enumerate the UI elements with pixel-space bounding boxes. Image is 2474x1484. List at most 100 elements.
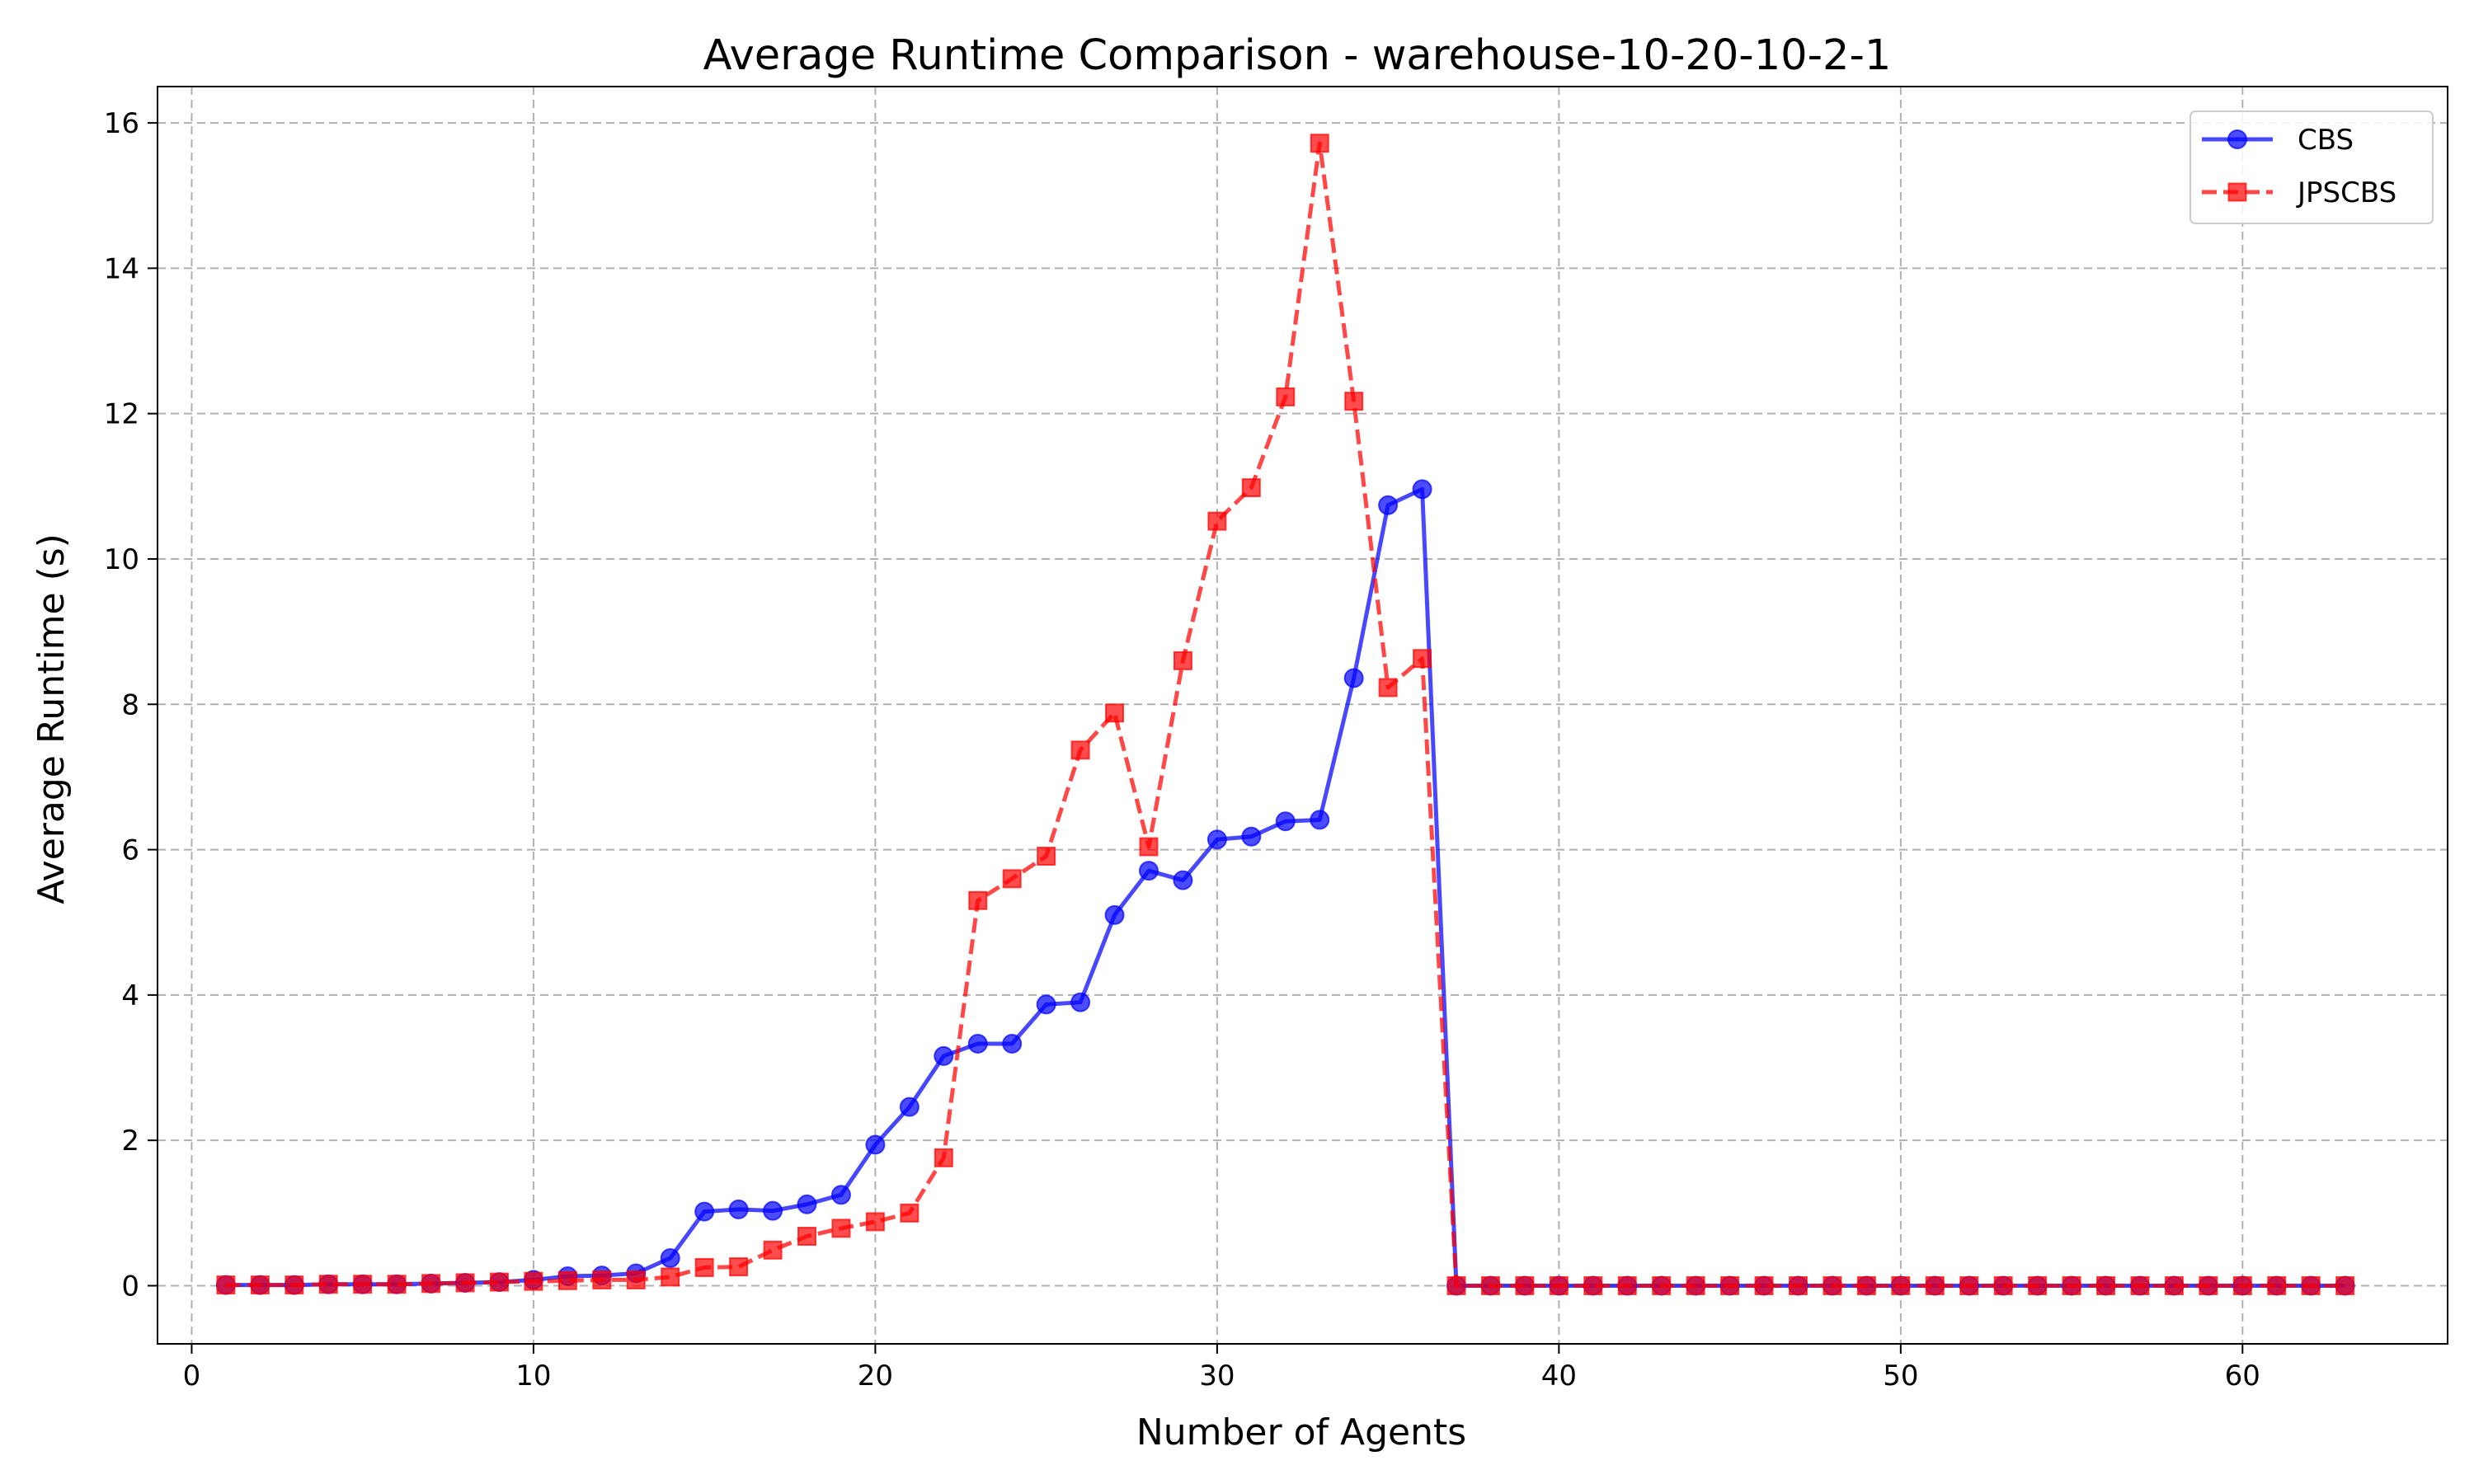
data-point-jpscbs <box>1002 869 1022 889</box>
data-point-cbs <box>728 1199 749 1219</box>
chart-title: Average Runtime Comparison - warehouse-1… <box>703 31 1892 80</box>
x-axis-label: Number of Agents <box>1136 1411 1466 1453</box>
data-point-jpscbs <box>1823 1275 1842 1295</box>
legend-label-jpscbs: JPSCBS <box>2296 176 2396 209</box>
grid <box>158 87 2448 1344</box>
data-point-jpscbs <box>2267 1275 2287 1295</box>
x-tick-label: 60 <box>2225 1360 2260 1392</box>
data-point-cbs <box>1343 668 1364 688</box>
x-tick-label: 50 <box>1883 1360 1918 1392</box>
data-point-cbs <box>899 1097 920 1117</box>
data-point-jpscbs <box>1652 1275 1672 1295</box>
data-point-cbs <box>1241 826 1262 847</box>
axis-ticks: 0 10 20 30 40 50 60 0 2 4 6 8 10 12 14 16 <box>104 107 2260 1392</box>
data-point-jpscbs <box>216 1275 236 1295</box>
series-layer <box>215 134 2355 1296</box>
x-tick-label: 40 <box>1541 1360 1577 1392</box>
data-point-cbs <box>1104 904 1125 925</box>
data-point-jpscbs <box>1891 1275 1911 1295</box>
legend-label-cbs: CBS <box>2298 124 2354 157</box>
y-tick-label: 4 <box>121 979 139 1012</box>
data-point-jpscbs <box>1686 1275 1705 1295</box>
data-point-jpscbs <box>1788 1275 1808 1295</box>
data-point-cbs <box>1002 1033 1023 1054</box>
data-point-jpscbs <box>2096 1275 2116 1295</box>
data-point-cbs <box>797 1194 817 1214</box>
series-jpscbs <box>216 134 2355 1295</box>
y-tick-label: 12 <box>104 398 139 431</box>
x-tick-label: 10 <box>515 1360 551 1392</box>
data-point-jpscbs <box>729 1257 749 1277</box>
y-tick-label: 2 <box>121 1125 139 1158</box>
data-point-jpscbs <box>592 1270 612 1289</box>
data-point-jpscbs <box>2130 1275 2150 1295</box>
data-point-jpscbs <box>2301 1275 2321 1295</box>
data-point-jpscbs <box>763 1240 783 1260</box>
data-point-jpscbs <box>1037 847 1056 866</box>
data-point-cbs <box>1206 829 1227 850</box>
data-point-jpscbs <box>797 1227 817 1247</box>
data-point-jpscbs <box>318 1275 338 1294</box>
data-point-jpscbs <box>1207 511 1227 531</box>
data-point-cbs <box>660 1247 680 1268</box>
data-point-cbs <box>865 1134 886 1155</box>
data-point-jpscbs <box>2335 1275 2355 1295</box>
data-point-jpscbs <box>1276 387 1296 406</box>
data-point-jpscbs <box>1925 1275 1945 1295</box>
data-point-jpscbs <box>285 1275 304 1295</box>
data-point-cbs <box>1310 810 1330 830</box>
data-point-jpscbs <box>900 1203 920 1223</box>
data-point-cbs <box>1138 861 1159 881</box>
y-axis-label: Average Runtime (s) <box>31 533 73 904</box>
data-point-jpscbs <box>1754 1275 1774 1295</box>
data-point-cbs <box>934 1045 954 1066</box>
data-point-jpscbs <box>250 1275 270 1295</box>
y-tick-label: 10 <box>104 543 139 576</box>
plot-frame <box>157 86 2448 1345</box>
data-point-cbs <box>1070 992 1091 1012</box>
data-point-jpscbs <box>1139 837 1159 857</box>
data-point-cbs <box>1036 994 1056 1015</box>
y-tick-label: 6 <box>121 834 139 867</box>
data-point-cbs <box>967 1033 988 1054</box>
data-point-jpscbs <box>1413 649 1432 669</box>
data-point-jpscbs <box>1549 1275 1569 1295</box>
data-point-jpscbs <box>2028 1275 2048 1295</box>
data-point-jpscbs <box>2199 1275 2218 1295</box>
data-point-jpscbs <box>1959 1275 1979 1295</box>
data-point-jpscbs <box>1480 1275 1500 1295</box>
data-point-jpscbs <box>1310 134 1329 153</box>
y-tick-label: 0 <box>121 1270 139 1303</box>
data-point-jpscbs <box>1617 1275 1637 1295</box>
legend-marker-jpscbs <box>2227 182 2247 202</box>
data-point-jpscbs <box>1993 1275 2013 1295</box>
y-tick-label: 8 <box>121 688 139 721</box>
data-point-jpscbs <box>2232 1275 2252 1295</box>
data-point-jpscbs <box>1446 1275 1466 1295</box>
data-point-jpscbs <box>1344 392 1364 411</box>
data-point-jpscbs <box>524 1271 543 1291</box>
data-point-jpscbs <box>831 1219 851 1238</box>
data-point-cbs <box>1275 811 1296 832</box>
data-point-jpscbs <box>661 1267 680 1287</box>
data-point-cbs <box>1412 479 1432 500</box>
data-point-jpscbs <box>455 1273 475 1293</box>
data-point-jpscbs <box>421 1274 441 1294</box>
data-point-jpscbs <box>626 1270 646 1289</box>
data-point-jpscbs <box>1070 740 1090 760</box>
data-point-jpscbs <box>934 1148 953 1167</box>
data-point-cbs <box>1378 495 1399 515</box>
legend-marker-cbs <box>2227 129 2247 149</box>
legend: CBS JPSCBS <box>2189 110 2434 224</box>
data-point-jpscbs <box>1105 703 1125 723</box>
data-point-jpscbs <box>353 1275 373 1294</box>
data-point-jpscbs <box>1241 478 1261 498</box>
data-point-cbs <box>694 1201 715 1222</box>
data-point-jpscbs <box>387 1275 407 1294</box>
data-point-jpscbs <box>1173 650 1192 670</box>
data-point-jpscbs <box>2164 1275 2184 1295</box>
x-tick-label: 30 <box>1199 1360 1235 1392</box>
legend-item-jpscbs: JPSCBS <box>2202 176 2396 209</box>
